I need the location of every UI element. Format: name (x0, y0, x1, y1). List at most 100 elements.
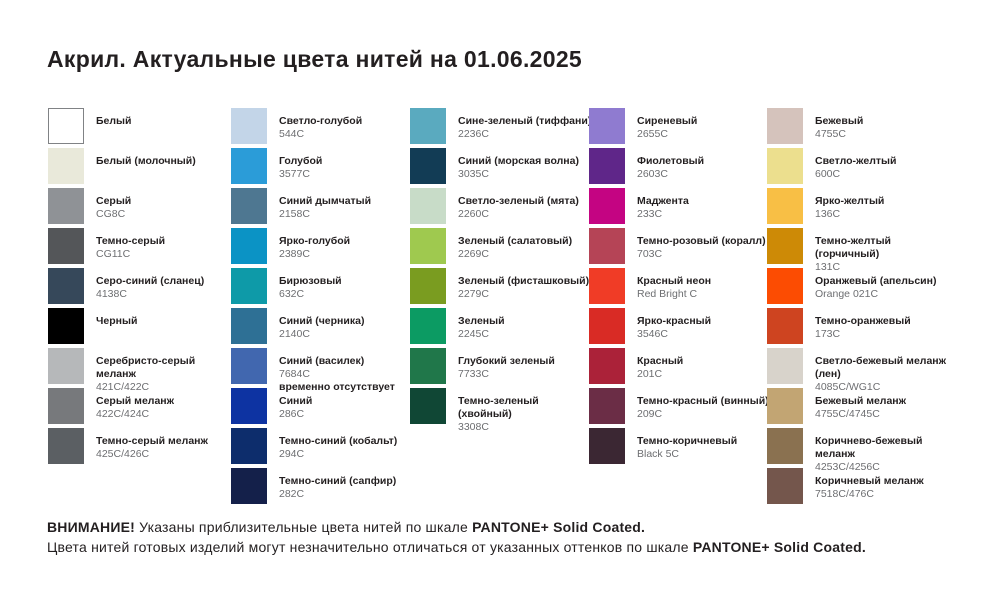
color-name: Серо-синий (сланец) (96, 275, 205, 287)
color-swatch (589, 268, 625, 304)
color-label: Серебристо-серый меланж 421C/422C (96, 348, 231, 394)
color-name: Синий дымчатый (279, 195, 372, 207)
footer-line-1-text: Указаны приблизительные цвета нитей по ш… (135, 519, 473, 535)
color-row: Красный неон Red Bright C (589, 268, 772, 304)
color-label: Зеленый (фисташковый) 2279C (458, 268, 593, 301)
color-label: Красный неон Red Bright C (637, 268, 772, 301)
color-pantone-code: 7733C (458, 368, 489, 380)
color-name: Зеленый (458, 315, 505, 327)
color-row: Синий (василек) 7684C временно отсутствует (231, 348, 414, 393)
color-pantone-code: 2158C (279, 208, 310, 220)
color-swatch (231, 188, 267, 224)
color-pantone-code: 3308C (458, 421, 489, 433)
color-label: Темно-желтый (горчичный) 131C (815, 228, 950, 274)
color-label: Зеленый (салатовый) 2269C (458, 228, 593, 261)
color-row: Белый (молочный) (48, 148, 231, 184)
color-row: Оранжевый (апельсин) Orange 021C (767, 268, 950, 304)
color-pantone-code: 282C (279, 488, 305, 500)
color-row: Зеленый (салатовый) 2269C (410, 228, 593, 264)
color-row: Темно-синий (сапфир) 282C (231, 468, 414, 504)
color-swatch (767, 348, 803, 384)
color-row: Зеленый (фисташковый) 2279C (410, 268, 593, 304)
color-row: Белый (48, 108, 231, 144)
color-pantone-code: 4755C (815, 128, 846, 140)
color-pantone-code: 4755C/4745C (815, 408, 880, 420)
color-swatch (410, 388, 446, 424)
color-row: Маджента 233C (589, 188, 772, 224)
color-name: Черный (96, 315, 138, 327)
color-name: Красный (637, 355, 684, 367)
color-pantone-code: 425C/426C (96, 448, 150, 460)
color-pantone-code: Red Bright C (637, 288, 698, 300)
color-availability-note: временно отсутствует (279, 381, 395, 393)
color-swatch (48, 268, 84, 304)
color-label: Ярко-красный 3546C (637, 308, 772, 341)
color-name: Темно-серый меланж (96, 435, 208, 447)
color-pantone-code: 632C (279, 288, 305, 300)
color-name: Бежевый меланж (815, 395, 907, 407)
color-name: Глубокий зеленый (458, 355, 555, 367)
color-swatch (48, 108, 84, 144)
color-row: Синий (морская волна) 3035C (410, 148, 593, 184)
color-pantone-code: 294C (279, 448, 305, 460)
color-swatch (231, 388, 267, 424)
color-pantone-code: CG11C (96, 248, 131, 260)
swatch-column-blues: Светло-голубой 544C Голубой 3577C Синий дымч… (231, 108, 414, 508)
color-swatch (48, 148, 84, 184)
color-label: Синий (василек) 7684C временно отсутствует (279, 348, 414, 394)
color-name: Темно-синий (кобальт) (279, 435, 398, 447)
color-name: Ярко-голубой (279, 235, 351, 247)
color-label: Зеленый 2245C (458, 308, 593, 341)
color-swatch (231, 148, 267, 184)
color-row: Сиреневый 2655C (589, 108, 772, 144)
color-swatch (589, 428, 625, 464)
color-pantone-code: 3546C (637, 328, 668, 340)
footer-pantone-1: PANTONE+ Solid Coated. (472, 519, 646, 535)
color-name: Серебристо-серый меланж (96, 355, 196, 380)
swatch-column-greens: Сине-зеленый (тиффани) 2236C Синий (морска… (410, 108, 593, 433)
color-row: Фиолетовый 2603C (589, 148, 772, 184)
color-swatch (767, 388, 803, 424)
color-label: Темно-розовый (коралл) 703C (637, 228, 772, 261)
color-name: Темно-зеленый (хвойный) (458, 395, 539, 420)
color-label: Бежевый меланж 4755C/4745C (815, 388, 950, 421)
color-name: Светло-зеленый (мята) (458, 195, 579, 207)
color-row: Темно-синий (кобальт) 294C (231, 428, 414, 464)
color-row: Светло-зеленый (мята) 2260C (410, 188, 593, 224)
color-swatch (589, 348, 625, 384)
color-swatch (767, 428, 803, 464)
color-name: Синий (василек) (279, 355, 365, 367)
color-label: Светло-желтый 600C (815, 148, 950, 181)
swatch-column-grays: Белый Белый (молочный) Серый CG8C Темно-серы… (48, 108, 231, 468)
color-label: Сине-зеленый (тиффани) 2236C (458, 108, 593, 141)
color-name: Маджента (637, 195, 689, 207)
color-row: Светло-желтый 600C (767, 148, 950, 184)
color-label: Голубой 3577C (279, 148, 414, 181)
color-swatch (767, 108, 803, 144)
color-pantone-code: 422C/424C (96, 408, 150, 420)
color-label: Синий (черника) 2140C (279, 308, 414, 341)
color-swatch (231, 108, 267, 144)
color-swatch (48, 228, 84, 264)
color-row: Зеленый 2245C (410, 308, 593, 344)
color-label: Серый меланж 422C/424C (96, 388, 231, 421)
color-pantone-code: 2236C (458, 128, 489, 140)
color-label: Ярко-голубой 2389C (279, 228, 414, 261)
color-swatch (410, 348, 446, 384)
color-pantone-code: 4253C/4256C (815, 461, 880, 473)
color-pantone-code: 286C (279, 408, 305, 420)
color-swatch (48, 348, 84, 384)
color-label: Сиреневый 2655C (637, 108, 772, 141)
color-name: Серый меланж (96, 395, 175, 407)
color-row: Синий дымчатый 2158C (231, 188, 414, 224)
color-label: Оранжевый (апельсин) Orange 021C (815, 268, 950, 301)
color-label: Белый (96, 108, 231, 128)
color-name: Сиреневый (637, 115, 698, 127)
color-pantone-code: 2260C (458, 208, 489, 220)
color-row: Ярко-желтый 136C (767, 188, 950, 224)
footer-note: ВНИМАНИЕ! Указаны приблизительные цвета … (47, 517, 866, 557)
color-swatch (231, 428, 267, 464)
color-label: Темно-синий (сапфир) 282C (279, 468, 414, 501)
color-row: Светло-бежевый меланж (лен) 4085C/WG1C (767, 348, 950, 393)
color-pantone-code: 209C (637, 408, 663, 420)
